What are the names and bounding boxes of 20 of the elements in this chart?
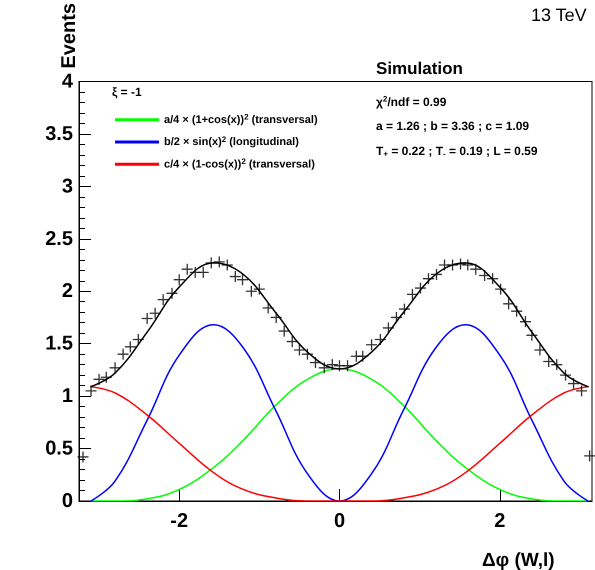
legend-title: ξ = -1 — [112, 85, 142, 99]
y-tick-label: 2.5 — [45, 228, 73, 250]
y-tick-label: 2 — [62, 280, 73, 302]
y-tick-label: 3 — [62, 175, 73, 198]
x-tick-label: 2 — [494, 510, 506, 532]
y-tick-label: 4 — [62, 70, 74, 92]
y-tick-label: 1 — [62, 385, 73, 408]
y-tick-label: 0.5 — [45, 438, 73, 460]
line-series — [90, 324, 589, 502]
text: Simulation — [376, 59, 463, 78]
y-tick-label: 3.5 — [45, 122, 73, 145]
x-axis-title: Δφ (W,l) — [482, 550, 555, 570]
annotation: T+ = 0.22 ; T- = 0.19 ; L = 0.59 — [376, 144, 538, 158]
y-tick-label: 0 — [62, 490, 73, 512]
y-tick-label: 1.5 — [45, 332, 73, 355]
text: 13 TeV — [530, 5, 587, 25]
x-tick-label: -2 — [170, 510, 188, 532]
y-axis-title: Events — [58, 3, 80, 69]
annotation: a = 1.26 ; b = 3.36 ; c = 1.09 — [376, 119, 530, 133]
x-tick-label: 0 — [334, 510, 346, 532]
